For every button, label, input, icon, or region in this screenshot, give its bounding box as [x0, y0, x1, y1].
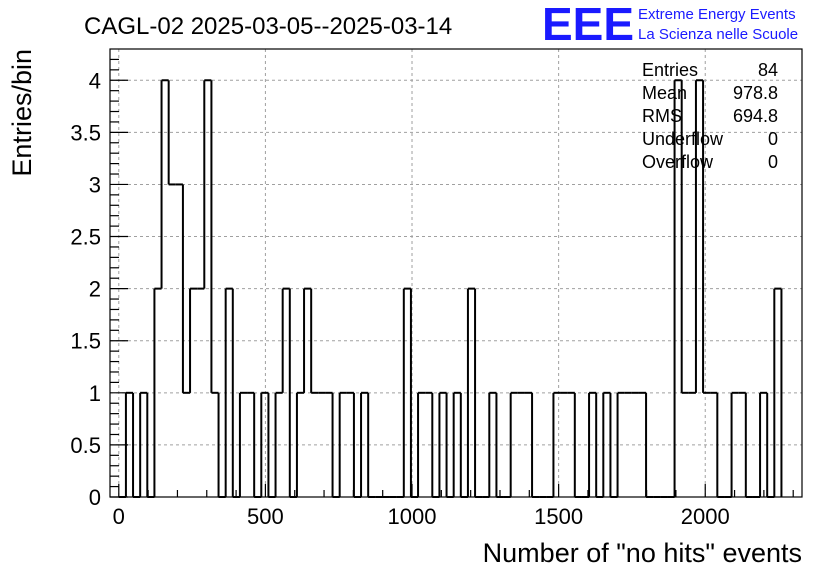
eee-logo: EEE Extreme Energy Events La Scienza nel…: [542, 0, 798, 50]
grid-lines: [110, 49, 802, 497]
stat-label: Mean: [642, 83, 687, 103]
y-axis-ticks: 0 0.5 1 1.5 2 2.5 3 3.5 4: [70, 58, 128, 510]
stats-box: Entries 84 Mean 978.8 RMS 694.8 Underflow 0 Over…: [642, 60, 778, 172]
y-tick-label: 0: [89, 485, 101, 510]
x-tick-label: 1000: [388, 504, 437, 529]
plot-frame: [109, 48, 803, 498]
stat-label: Underflow: [642, 129, 724, 149]
x-tick-label: 1500: [534, 504, 583, 529]
logo-mark: EEE: [542, 0, 634, 50]
y-tick-label: 4: [89, 68, 101, 93]
stat-label: Entries: [642, 60, 698, 80]
y-tick-label: 1: [89, 381, 101, 406]
logo-line-2: La Scienza nelle Scuole: [638, 26, 798, 43]
stat-label: Overflow: [642, 152, 714, 172]
y-tick-label: 3.5: [70, 120, 101, 145]
y-tick-label: 2.5: [70, 225, 101, 250]
stat-value: 978.8: [733, 83, 778, 103]
y-axis-title: Entries/bin: [7, 49, 37, 177]
stat-label: RMS: [642, 106, 682, 126]
x-tick-label: 0: [113, 504, 125, 529]
x-tick-label: 500: [247, 504, 284, 529]
stat-value: 694.8: [733, 106, 778, 126]
stat-value: 84: [758, 60, 778, 80]
x-tick-label: 2000: [681, 504, 730, 529]
logo-line-1: Extreme Energy Events: [638, 6, 796, 23]
chart-title: CAGL-02 2025-03-05--2025-03-14: [84, 13, 452, 40]
x-axis-ticks: 0 500 1000 1500 2000: [113, 484, 794, 529]
stat-value: 0: [768, 129, 778, 149]
y-tick-label: 3: [89, 172, 101, 197]
y-tick-label: 2: [89, 277, 101, 302]
y-tick-label: 1.5: [70, 329, 101, 354]
stat-value: 0: [768, 152, 778, 172]
y-tick-label: 0.5: [70, 433, 101, 458]
x-axis-title: Number of "no hits" events: [483, 538, 802, 568]
